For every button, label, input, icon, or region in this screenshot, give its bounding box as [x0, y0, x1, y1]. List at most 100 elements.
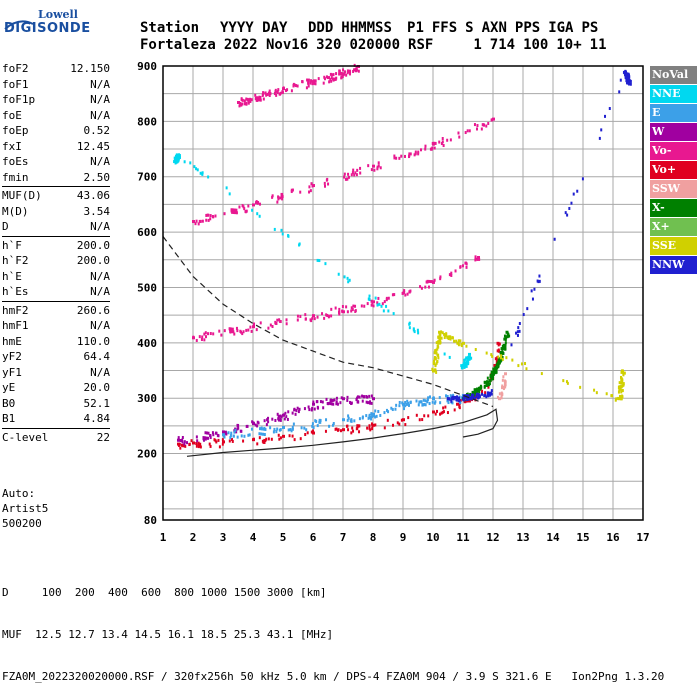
legend-item-e: E: [650, 104, 697, 122]
echo-point: [553, 237, 556, 241]
echo-point: [231, 327, 234, 331]
echo-point: [474, 258, 477, 262]
echo-point: [332, 73, 335, 77]
echo-point: [321, 312, 324, 316]
echo-point: [566, 213, 569, 217]
param-label: yF2: [2, 350, 22, 363]
echo-point: [348, 69, 351, 73]
echo-point: [379, 413, 382, 417]
y-tick-label: 400: [137, 337, 157, 350]
echo-point: [247, 433, 250, 437]
echo-point: [275, 322, 278, 326]
echo-point: [346, 276, 349, 280]
echo-point: [365, 414, 368, 418]
echo-point: [254, 96, 257, 100]
echo-point: [230, 431, 233, 435]
y-tick-label: 80: [144, 514, 157, 527]
echo-point: [282, 425, 285, 429]
echo-point: [282, 434, 285, 438]
echo-point: [312, 400, 315, 404]
echo-point: [466, 362, 469, 366]
echo-point: [347, 416, 350, 420]
echo-point: [293, 407, 296, 411]
echo-point: [485, 395, 488, 399]
param-label: fxI: [2, 139, 22, 153]
param-row: hmF2 260.6: [2, 303, 110, 319]
echo-point: [441, 140, 444, 144]
echo-point: [326, 313, 329, 317]
echo-point: [176, 158, 179, 162]
echo-point: [259, 321, 262, 325]
echo-point: [478, 387, 481, 391]
chart-marks: [173, 63, 632, 450]
echo-point: [446, 138, 449, 142]
echo-point: [277, 88, 280, 92]
echo-point: [264, 91, 267, 95]
echo-point: [314, 82, 317, 86]
echo-point: [428, 402, 431, 406]
echo-point: [376, 165, 379, 169]
echo-point: [391, 423, 394, 427]
echo-point: [518, 329, 521, 333]
echo-point: [307, 80, 310, 84]
echo-point: [451, 336, 454, 340]
echo-point: [325, 418, 328, 422]
echo-point: [258, 214, 261, 218]
param-row: h`F2 200.0: [2, 253, 110, 269]
echo-point: [620, 397, 623, 401]
echo-point: [618, 394, 621, 398]
echo-point: [385, 304, 388, 308]
echo-point: [465, 356, 468, 360]
echo-point: [435, 409, 438, 413]
echo-point: [256, 442, 259, 446]
y-tick-label: 600: [137, 226, 157, 239]
echo-point: [470, 356, 473, 360]
echo-point: [330, 314, 333, 318]
echo-point: [517, 326, 520, 330]
echo-point: [511, 358, 514, 362]
echo-point: [177, 436, 180, 440]
polarization-legend: NoVal NNE E W Vo- Vo+ SSW X- X+ SSE NNW: [650, 66, 697, 275]
echo-point: [372, 423, 375, 427]
echo-point: [292, 422, 295, 426]
echo-point: [395, 403, 398, 407]
echo-point: [256, 424, 259, 428]
echo-point: [365, 400, 368, 404]
echo-point: [220, 333, 223, 337]
echo-point: [337, 428, 340, 432]
echo-point: [540, 372, 543, 376]
echo-point: [236, 435, 239, 439]
echo-point: [439, 340, 442, 344]
echo-point: [173, 156, 176, 160]
echo-point: [458, 135, 461, 139]
echo-point: [496, 361, 499, 365]
echo-point: [184, 444, 187, 448]
echo-point: [457, 398, 460, 402]
echo-point: [404, 400, 407, 404]
echo-point: [338, 310, 341, 314]
echo-point: [358, 395, 361, 399]
echo-point: [352, 168, 355, 172]
echo-point: [494, 369, 497, 373]
echo-point: [207, 218, 210, 222]
echo-point: [368, 414, 371, 418]
echo-point: [433, 146, 436, 150]
echo-point: [620, 378, 623, 382]
echo-point: [368, 426, 371, 430]
echo-point: [468, 357, 471, 361]
echo-point: [515, 331, 518, 335]
echo-point: [400, 154, 403, 158]
echo-point: [452, 393, 455, 397]
x-tick-label: 4: [250, 531, 257, 544]
echo-point: [485, 383, 488, 387]
series-2nd-hop: [192, 255, 481, 342]
echo-point: [498, 358, 501, 362]
echo-point: [501, 344, 504, 348]
echo-point: [453, 408, 456, 412]
echo-point: [595, 391, 598, 395]
echo-point: [221, 442, 224, 446]
echo-point: [494, 365, 497, 369]
echo-point: [310, 408, 313, 412]
echo-point: [457, 339, 460, 343]
echo-point: [437, 336, 440, 340]
